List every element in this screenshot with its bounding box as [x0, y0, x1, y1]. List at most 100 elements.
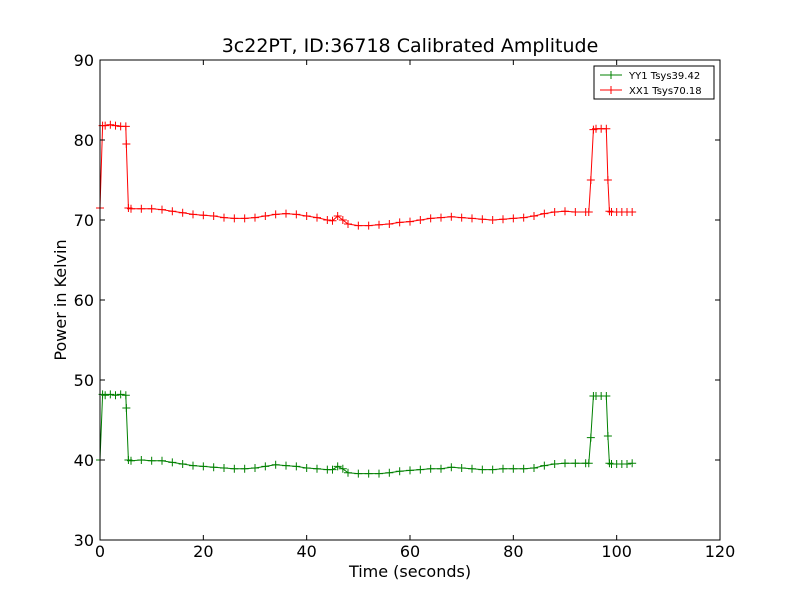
data-point-marker	[338, 464, 347, 473]
data-point-marker	[478, 215, 487, 224]
data-point-marker	[313, 213, 321, 222]
data-point-marker	[230, 464, 239, 473]
data-point-marker	[385, 220, 394, 228]
data-point-marker	[302, 212, 311, 220]
data-point-marker	[488, 465, 497, 474]
data-point-marker	[282, 461, 290, 470]
data-point-marker	[121, 391, 130, 400]
data-point-marker	[158, 205, 166, 214]
data-point-marker	[338, 216, 347, 224]
x-tick-label: 0	[95, 542, 105, 561]
data-point-marker	[271, 460, 280, 469]
data-point-marker	[178, 460, 187, 468]
data-point-marker	[111, 391, 120, 400]
data-point-marker	[519, 213, 528, 222]
x-axis-label: Time (seconds)	[348, 562, 471, 581]
data-point-marker	[447, 463, 456, 472]
data-point-marker	[406, 217, 414, 226]
data-point-marker	[509, 464, 518, 473]
data-point-marker	[426, 464, 435, 473]
data-point-marker	[561, 207, 569, 216]
data-point-marker	[147, 204, 156, 213]
data-point-marker	[540, 209, 549, 218]
data-point-marker	[499, 215, 507, 224]
data-point-marker	[628, 208, 637, 216]
data-point-marker	[478, 465, 487, 474]
y-tick-label: 50	[74, 371, 94, 390]
data-point-marker	[101, 121, 110, 130]
data-point-marker	[584, 208, 593, 216]
data-point-marker	[189, 210, 197, 219]
data-point-marker	[199, 211, 208, 220]
legend: YY1 Tsys39.42 XX1 Tsys70.18	[593, 65, 715, 100]
data-point-marker	[116, 390, 125, 399]
data-point-marker	[251, 464, 259, 472]
data-point-marker	[603, 176, 612, 184]
data-point-marker	[540, 461, 549, 470]
data-point-marker	[364, 469, 373, 478]
data-point-marker	[364, 221, 373, 230]
x-tick-label: 80	[503, 542, 523, 561]
data-point-marker	[509, 214, 518, 223]
data-point-marker	[333, 462, 342, 471]
data-point-marker	[550, 208, 559, 216]
data-point-marker	[333, 212, 342, 220]
data-point-marker	[571, 459, 580, 468]
data-point-marker	[220, 213, 228, 222]
data-point-marker	[354, 221, 363, 230]
y-tick-label: 80	[74, 131, 94, 150]
data-point-marker	[416, 465, 425, 474]
data-point-marker	[240, 214, 249, 223]
data-point-marker	[628, 459, 637, 468]
x-tick-label: 120	[705, 542, 736, 561]
data-point-marker	[416, 216, 425, 224]
data-point-marker	[292, 210, 301, 219]
data-point-marker	[220, 464, 228, 472]
data-point-marker	[101, 391, 110, 400]
data-point-marker	[292, 462, 301, 471]
data-point-marker	[328, 465, 337, 474]
data-point-marker	[344, 220, 352, 228]
data-point-marker	[457, 464, 466, 472]
data-point-marker	[127, 456, 135, 465]
data-point-marker	[122, 140, 131, 148]
x-tick-label: 60	[400, 542, 420, 561]
data-point-marker	[488, 216, 497, 224]
data-point-marker	[178, 208, 187, 217]
data-point-marker	[189, 461, 197, 470]
data-point-marker	[261, 212, 270, 220]
data-point-marker	[328, 216, 337, 225]
data-point-marker	[121, 122, 130, 131]
y-axis-label: Power in Kelvin	[51, 239, 70, 360]
data-point-marker	[168, 458, 177, 467]
data-point-marker	[395, 467, 404, 476]
data-point-marker	[354, 469, 363, 478]
legend-items: YY1 Tsys39.42 XX1 Tsys70.18	[600, 71, 702, 97]
data-point-marker	[426, 214, 435, 223]
y-tick-label: 90	[74, 51, 94, 70]
data-point-marker	[457, 213, 466, 222]
legend-box	[593, 65, 715, 100]
data-point-marker	[605, 207, 614, 216]
y-tick-label: 70	[74, 211, 94, 230]
data-point-marker	[209, 212, 218, 220]
data-point-marker	[586, 176, 595, 184]
data-point-marker	[603, 432, 612, 440]
data-point-marker	[313, 464, 321, 473]
data-point-marker	[437, 464, 445, 473]
data-point-marker	[605, 459, 614, 468]
data-point-marker	[240, 464, 249, 473]
data-point-marker	[550, 460, 559, 468]
data-point-marker	[106, 390, 115, 399]
data-point-marker	[282, 209, 290, 218]
data-point-marker	[499, 464, 507, 473]
data-point-marker	[623, 460, 631, 468]
data-point-marker	[111, 121, 120, 130]
data-point-marker	[375, 220, 383, 229]
data-point-marker	[147, 456, 156, 465]
data-point-marker	[271, 210, 280, 219]
data-point-marker	[106, 120, 115, 129]
data-point-marker	[230, 214, 239, 223]
